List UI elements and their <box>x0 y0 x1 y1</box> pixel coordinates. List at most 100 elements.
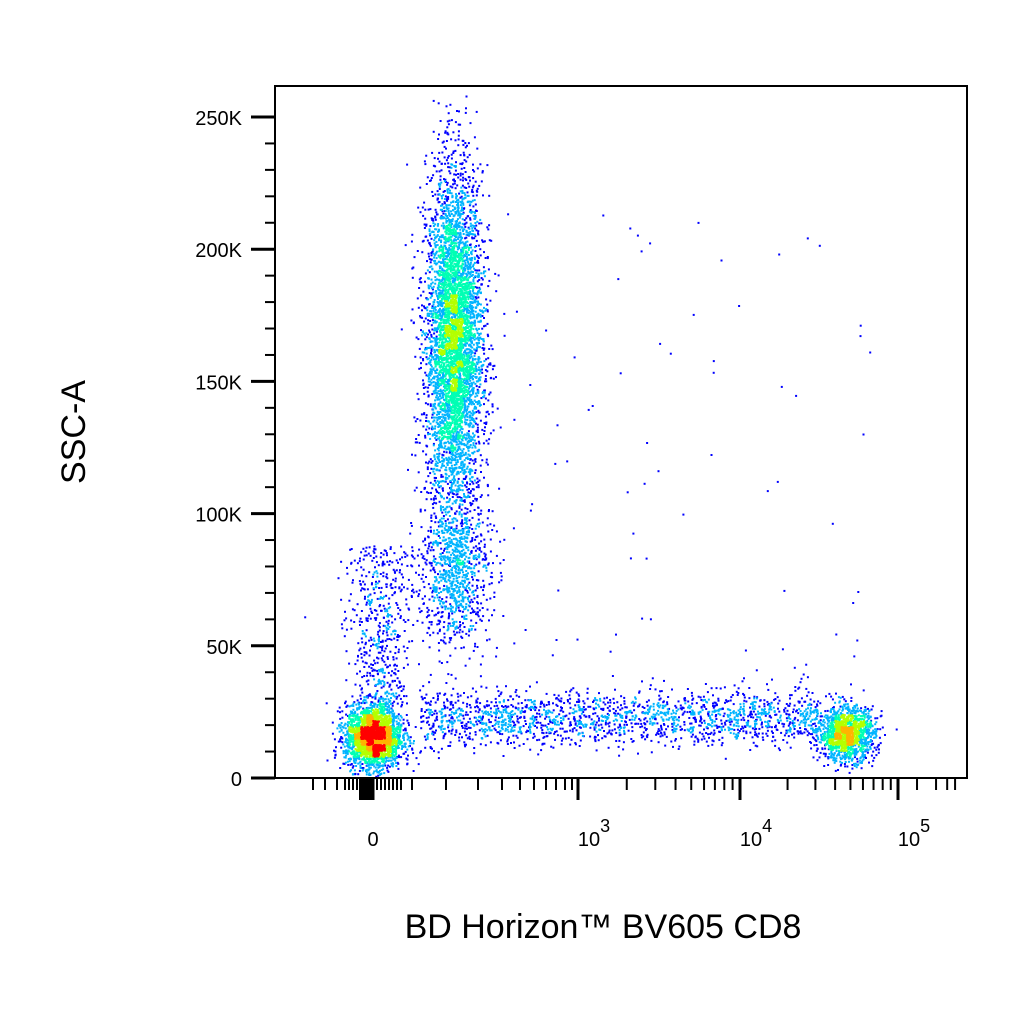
event-dot <box>737 687 740 690</box>
event-dot <box>447 526 450 529</box>
event-dot <box>481 716 484 719</box>
event-dot <box>705 740 708 743</box>
event-dot <box>879 728 882 731</box>
event-dot <box>487 442 490 445</box>
event-dot <box>458 707 461 710</box>
event-dot <box>480 586 483 589</box>
event-dot <box>474 549 477 552</box>
event-dot <box>403 742 406 745</box>
event-dot <box>429 360 432 362</box>
event-dot <box>335 746 337 749</box>
event-dot <box>375 570 378 573</box>
event-dot <box>462 211 465 214</box>
event-dot <box>692 717 695 719</box>
event-dot <box>753 700 756 703</box>
event-dot <box>437 102 440 105</box>
event-dot <box>356 708 359 711</box>
event-dot <box>793 721 796 724</box>
event-dot <box>449 192 451 194</box>
event-dot <box>359 617 362 620</box>
event-dot <box>462 571 464 574</box>
event-dot <box>379 700 382 703</box>
event-dot <box>798 723 801 726</box>
event-dot <box>432 367 435 370</box>
event-dot <box>345 749 348 752</box>
event-dot <box>755 722 758 725</box>
event-dot <box>409 742 412 745</box>
event-dot <box>720 744 723 747</box>
event-dot <box>616 706 619 709</box>
event-dot <box>434 580 437 583</box>
event-dot <box>490 701 493 704</box>
event-dot <box>618 754 621 757</box>
event-dot <box>428 331 431 334</box>
event-dot <box>449 172 452 175</box>
event-dot <box>449 467 452 470</box>
event-dot <box>541 731 544 734</box>
event-dot <box>425 348 428 351</box>
event-dot <box>463 499 466 502</box>
event-dot <box>465 711 468 714</box>
event-dot <box>364 641 367 644</box>
event-dot <box>449 245 452 248</box>
event-dot <box>483 270 485 273</box>
event-dot <box>473 403 475 406</box>
event-dot <box>447 155 450 158</box>
event-dot <box>573 727 576 730</box>
event-dot <box>337 577 340 580</box>
event-dot <box>379 591 382 594</box>
event-dot <box>449 744 452 747</box>
event-dot <box>425 374 428 377</box>
event-dot <box>473 199 476 202</box>
event-dot <box>470 598 473 601</box>
event-dot <box>869 715 872 718</box>
event-dot <box>504 705 507 707</box>
event-dot <box>418 564 420 567</box>
event-dot <box>440 241 442 244</box>
event-dot <box>543 705 546 708</box>
event-dot <box>430 348 433 350</box>
event-dot <box>405 603 408 606</box>
event-dot <box>416 392 419 395</box>
event-dot <box>534 716 537 719</box>
event-dot <box>361 587 364 590</box>
event-dot <box>750 710 753 713</box>
event-dot <box>481 521 484 524</box>
event-dot <box>753 697 756 700</box>
event-dot <box>417 593 420 596</box>
event-dot <box>426 346 429 349</box>
event-dot <box>638 691 641 694</box>
event-dot <box>397 723 400 726</box>
event-dot <box>548 718 551 721</box>
event-dot <box>525 706 528 709</box>
event-dot <box>584 715 587 718</box>
event-dot <box>468 440 471 443</box>
event-dot <box>380 609 382 612</box>
event-dot <box>457 565 460 568</box>
event-dot <box>452 630 455 633</box>
event-dot <box>726 713 729 716</box>
event-dot <box>465 603 468 606</box>
event-dot <box>476 522 479 525</box>
event-dot <box>884 734 886 736</box>
event-dot <box>474 645 476 648</box>
event-dot <box>838 701 841 704</box>
event-dot <box>475 392 477 395</box>
event-dot <box>715 687 718 690</box>
event-dot <box>474 446 477 449</box>
event-dot <box>432 559 435 562</box>
event-dot <box>503 334 506 337</box>
event-dot <box>387 698 390 701</box>
event-dot <box>878 736 881 739</box>
event-dot <box>447 511 449 514</box>
event-dot <box>436 419 439 422</box>
event-dot <box>463 421 466 424</box>
event-dot <box>526 738 529 741</box>
event-dot <box>448 499 451 502</box>
event-dot <box>415 590 418 593</box>
event-dot <box>501 705 503 708</box>
event-dot <box>819 751 822 754</box>
event-dot <box>506 738 509 741</box>
event-dot <box>805 728 808 731</box>
event-dot <box>742 702 745 705</box>
